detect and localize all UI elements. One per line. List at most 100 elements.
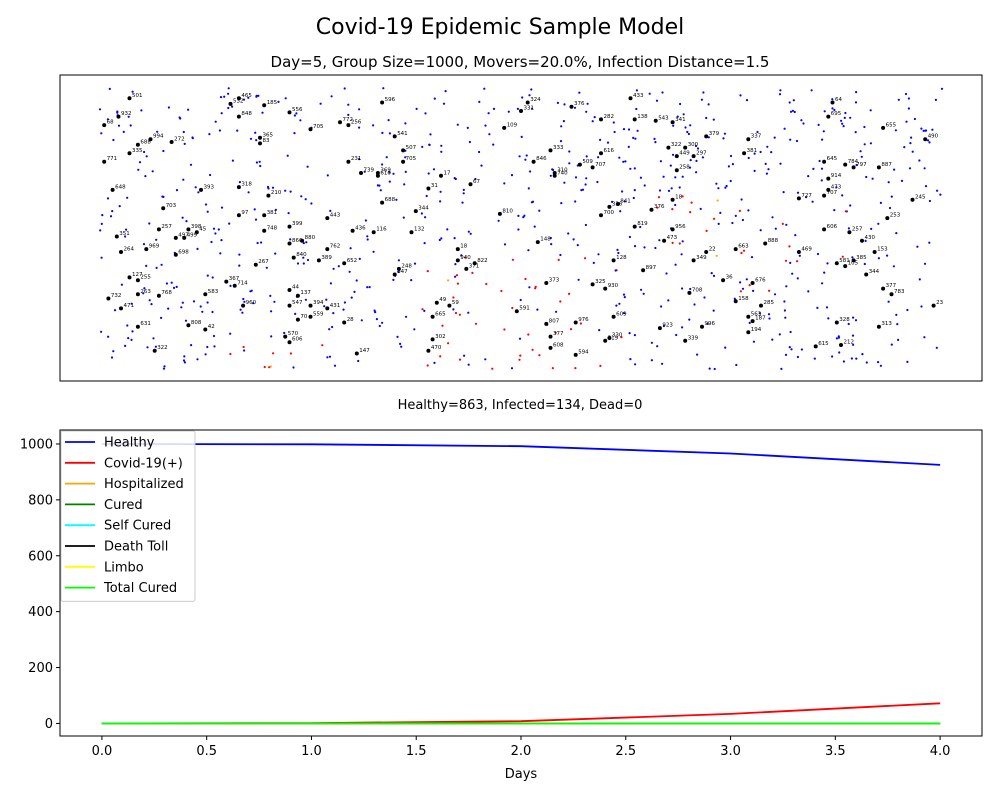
population-dot: [218, 129, 221, 132]
population-dot: [267, 187, 270, 190]
population-dot: [210, 240, 213, 244]
population-dot: [531, 348, 534, 351]
population-dot: [753, 169, 756, 172]
legend-label: Covid-19(+): [104, 456, 183, 471]
mover-label: 248: [401, 263, 412, 269]
population-dot: [238, 253, 241, 256]
population-dot: [559, 300, 562, 303]
population-dot: [734, 214, 737, 217]
population-dot: [841, 194, 844, 197]
mover-label: 83: [263, 138, 270, 144]
population-dot: [723, 132, 727, 135]
population-dot: [854, 319, 858, 322]
population-dot: [678, 186, 681, 189]
mover-label: 610: [380, 170, 391, 176]
population-dot: [289, 190, 292, 193]
population-dot: [752, 340, 756, 343]
population-dot: [865, 175, 868, 179]
mover-point: [426, 348, 431, 353]
population-dot: [306, 258, 310, 262]
population-dot: [621, 190, 624, 193]
population-dot: [439, 200, 442, 203]
mover-label: 132: [414, 227, 425, 233]
population-dot: [326, 356, 329, 359]
mover-point: [241, 303, 246, 308]
mover-label: 59: [452, 300, 459, 306]
mover-label: 264: [124, 247, 135, 253]
population-dot: [208, 133, 211, 136]
population-dot: [844, 111, 847, 115]
mover-label: 887: [881, 162, 892, 168]
x-tick-label: 2.0: [511, 744, 532, 759]
mover-label: 23: [936, 300, 943, 306]
population-dot: [773, 293, 777, 296]
mover-point: [295, 317, 300, 322]
population-dot: [759, 150, 762, 154]
mover-point: [371, 230, 376, 235]
population-dot: [521, 96, 524, 99]
population-dot: [151, 170, 154, 173]
population-dot: [789, 330, 792, 334]
population-dot: [686, 130, 689, 134]
population-dot: [788, 245, 791, 248]
population-dot: [270, 310, 273, 313]
population-dot: [796, 260, 799, 263]
population-dot: [619, 210, 622, 213]
population-dot: [148, 299, 151, 302]
mover-label: 272: [174, 137, 185, 143]
population-dot: [816, 252, 820, 256]
mover-point: [110, 187, 115, 192]
population-dot: [779, 162, 782, 165]
population-dot: [693, 303, 696, 306]
mover-point: [615, 202, 620, 206]
population-dot: [632, 136, 635, 139]
population-dot: [403, 183, 406, 186]
mover-label: 581: [839, 258, 850, 264]
mover-point: [910, 197, 915, 202]
population-dot: [142, 292, 145, 295]
population-dot: [572, 238, 575, 241]
mover-label: 471: [124, 303, 135, 309]
mover-point: [666, 145, 671, 150]
population-dot: [255, 139, 258, 142]
population-dot: [618, 302, 621, 305]
population-dot: [302, 262, 305, 265]
mover-label: 976: [578, 317, 589, 323]
y-tick-label: 200: [28, 661, 53, 676]
population-dot: [328, 355, 332, 358]
population-dot: [527, 333, 530, 336]
population-dot: [807, 290, 810, 293]
population-dot: [206, 274, 209, 277]
population-dot: [717, 222, 720, 225]
population-dot: [238, 264, 241, 267]
population-dot: [597, 156, 600, 159]
population-dot: [516, 107, 520, 110]
population-dot: [585, 177, 588, 180]
population-dot: [669, 164, 672, 167]
population-dot: [888, 206, 892, 210]
mover-point: [599, 151, 603, 156]
x-tick-label: 2.5: [615, 744, 636, 759]
population-dot: [897, 338, 900, 341]
population-dot: [355, 279, 358, 282]
population-dot: [606, 141, 610, 144]
population-dot: [332, 312, 335, 315]
mover-point: [430, 337, 435, 342]
population-dot: [447, 279, 450, 282]
mover-label: 328: [839, 317, 850, 323]
population-dot: [378, 324, 381, 328]
population-dot: [462, 188, 465, 191]
population-dot: [785, 285, 788, 288]
population-dot: [273, 300, 276, 303]
population-dot: [217, 228, 220, 231]
population-dot: [194, 186, 197, 189]
mover-point: [603, 286, 608, 291]
population-dot: [554, 331, 557, 334]
population-dot: [432, 168, 436, 171]
mover-point: [822, 193, 827, 198]
mover-label: 923: [662, 323, 673, 329]
population-dot: [100, 132, 103, 135]
mover-point: [173, 252, 178, 257]
mover-point: [826, 176, 831, 181]
mover-label: 443: [330, 213, 341, 219]
